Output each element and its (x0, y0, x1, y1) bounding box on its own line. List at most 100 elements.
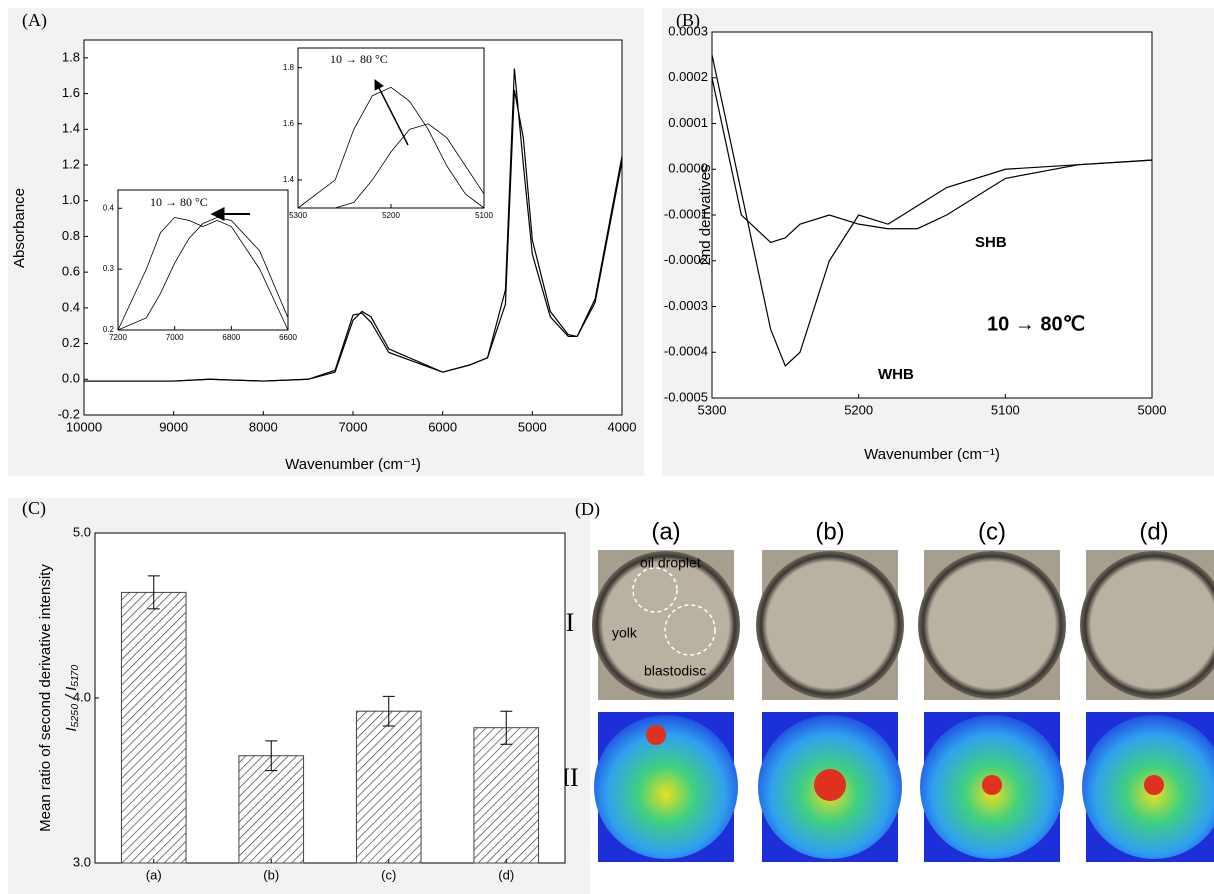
x-axis-label: Wavenumber (cm⁻¹) (285, 456, 421, 473)
spectrum-line (297, 86, 485, 209)
x-tick-label: 5000 (518, 419, 547, 434)
y-tick-label: 5.0 (73, 524, 91, 539)
x-tick-label: (b) (263, 867, 279, 882)
column-label: (b) (815, 518, 844, 545)
x-axis-label: Wavenumber (cm⁻¹) (864, 446, 1000, 463)
y-tick-label: 0.8 (62, 228, 80, 243)
y-tick-label: 1.8 (62, 49, 80, 64)
x-tick-label: (d) (498, 867, 514, 882)
panel-label: (C) (22, 498, 46, 519)
error-bar (382, 695, 395, 727)
bar (120, 591, 187, 864)
annotation: 10 → 80 °C (330, 52, 388, 66)
egg (756, 551, 904, 699)
panel-label: (A) (22, 10, 47, 31)
plot-frame (711, 31, 1153, 399)
x-tick-label: 8000 (249, 419, 278, 434)
egg (918, 551, 1066, 699)
y-tick-label: 0.0 (62, 371, 80, 386)
image-annotation: blastodisc (644, 663, 706, 679)
x-tick-label: 6600 (279, 333, 297, 342)
x-tick-label: 7000 (166, 333, 184, 342)
x-tick-label: 10000 (66, 419, 102, 434)
spectrum-line (298, 123, 485, 209)
y-tick-label: -0.0003 (664, 298, 708, 313)
row-label: II (561, 763, 578, 792)
x-tick-label: 5200 (844, 402, 873, 417)
row-label: I (566, 608, 575, 637)
x-tick-label: 6800 (222, 333, 240, 342)
spectrum-line (711, 54, 1153, 368)
annotation: SHB (975, 234, 1007, 251)
y-tick-label: 1.0 (62, 192, 80, 207)
y-tick-label: 1.2 (62, 156, 80, 171)
error-bar (500, 710, 513, 745)
hotspot (646, 725, 666, 745)
y-axis-label: Mean ratio of second derivative intensit… (37, 564, 54, 832)
outline (632, 567, 678, 613)
hotspot (814, 769, 846, 801)
x-tick-label: 5000 (1138, 402, 1167, 417)
plot-frame (117, 189, 289, 331)
plot-frame (297, 47, 485, 209)
x-tick-label: 7000 (339, 419, 368, 434)
y-tick-label: 1.6 (283, 119, 295, 128)
bar (355, 710, 422, 864)
y-tick-label: 0.0001 (668, 115, 708, 130)
y-axis-label: I₅₂₅₀ / I₅₁₇₀ (63, 664, 80, 731)
x-tick-label: 6000 (428, 419, 457, 434)
panel-label: (B) (676, 10, 700, 31)
y-tick-label: 0.0002 (668, 69, 708, 84)
y-tick-label: -0.0001 (664, 206, 708, 221)
bar (473, 727, 540, 864)
error-bar (265, 740, 278, 772)
y-tick-label: 1.6 (62, 85, 80, 100)
annotation: 10 → 80℃ (987, 313, 1085, 335)
image-annotation: yolk (612, 625, 638, 641)
heatmap-egg (594, 715, 738, 859)
x-tick-label: 5100 (475, 211, 493, 220)
x-tick-label: 5200 (382, 211, 400, 220)
y-tick-label: 4.0 (73, 689, 91, 704)
annotation: WHB (878, 366, 914, 383)
x-tick-label: 5100 (991, 402, 1020, 417)
y-tick-label: -0.0004 (664, 344, 708, 359)
y-tick-label: 0.2 (62, 335, 80, 350)
hotspot (982, 775, 1002, 795)
y-tick-label: 1.4 (62, 121, 80, 136)
annotation: 10 → 80 °C (150, 195, 208, 209)
y-axis-label: 2nd derivatives (697, 165, 714, 266)
egg (592, 551, 740, 699)
y-tick-label: 0.4 (62, 299, 80, 314)
hotspot (1144, 775, 1164, 795)
spectrum-line (84, 89, 623, 382)
x-tick-label: 5300 (698, 402, 727, 417)
x-tick-label: 7200 (109, 333, 127, 342)
spectrum-line (117, 216, 289, 331)
column-label: (a) (651, 518, 680, 545)
x-tick-label: (c) (381, 867, 396, 882)
bar (238, 755, 305, 864)
y-tick-label: -0.0002 (664, 252, 708, 267)
y-tick-label: 0.0003 (668, 23, 708, 38)
x-tick-label: 4000 (608, 419, 637, 434)
error-bar (147, 575, 160, 610)
y-tick-label: 0.4 (103, 203, 115, 212)
spectrum-line (117, 216, 289, 331)
y-tick-label: 0.0000 (668, 161, 708, 176)
image-annotation: oil droplet (640, 555, 701, 571)
y-tick-label: 0.2 (103, 325, 115, 334)
x-tick-label: 9000 (159, 419, 188, 434)
arrow (374, 79, 409, 146)
y-axis-label: Absorbance (11, 188, 28, 268)
egg (1080, 551, 1214, 699)
y-tick-label: -0.2 (58, 406, 80, 421)
y-tick-label: 0.3 (103, 264, 115, 273)
outline (664, 604, 716, 656)
y-tick-label: 3.0 (73, 854, 91, 869)
column-label: (c) (978, 518, 1006, 545)
spectrum-line (711, 77, 1153, 244)
